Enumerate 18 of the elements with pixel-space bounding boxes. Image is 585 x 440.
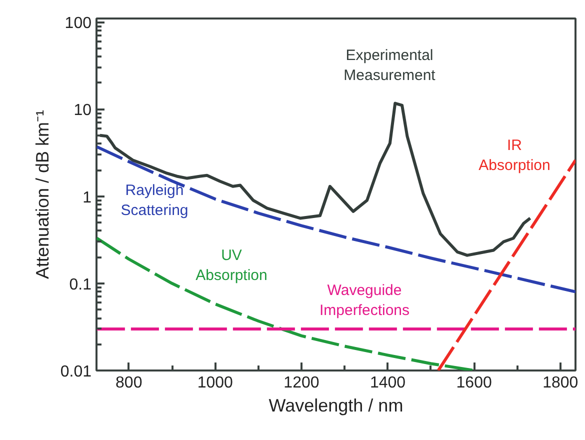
annotation: Experimental Measurement	[344, 46, 436, 84]
y-axis-title: Attenuation / dB km⁻¹	[32, 110, 52, 280]
x-tick-label: 1000	[197, 374, 234, 392]
annotation: IR Absorption	[478, 136, 550, 174]
y-tick-label: 0.1	[69, 276, 92, 294]
x-tick-label: 800	[116, 374, 142, 392]
annotation: UV Absorption	[196, 246, 268, 284]
y-tick-label: 100	[64, 15, 92, 32]
x-tick-label: 1800	[542, 374, 578, 392]
y-tick-label: 0.01	[60, 364, 92, 380]
x-tick-label: 1200	[284, 374, 320, 392]
y-tick-label: 1	[82, 189, 92, 206]
annotation: Rayleigh Scattering	[120, 182, 188, 220]
annotation: Waveguide Imperfections	[319, 282, 410, 320]
x-tick-label: 1400	[370, 374, 406, 392]
x-tick-label: 1600	[456, 374, 492, 392]
y-tick-label: 10	[74, 102, 92, 120]
x-axis-title: Wavelength / nm	[268, 396, 404, 416]
